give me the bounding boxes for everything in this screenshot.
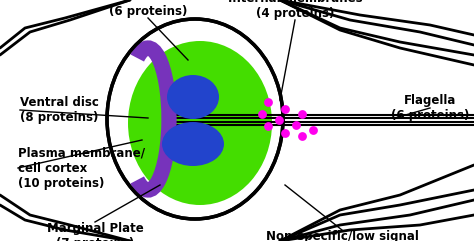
Text: Non-specific/low signal
(4 proteins): Non-specific/low signal (4 proteins)	[265, 230, 419, 241]
Text: Plasma membrane/
cell cortex
(10 proteins): Plasma membrane/ cell cortex (10 protein…	[18, 147, 145, 189]
Ellipse shape	[107, 19, 283, 219]
Point	[309, 128, 317, 132]
Text: Internal membranes
(4 proteins): Internal membranes (4 proteins)	[228, 0, 362, 20]
Ellipse shape	[128, 41, 272, 205]
Text: Nuclei
(6 proteins): Nuclei (6 proteins)	[109, 0, 187, 18]
Ellipse shape	[162, 122, 224, 166]
Ellipse shape	[167, 75, 219, 119]
Point	[298, 112, 306, 116]
Point	[292, 123, 300, 127]
Point	[258, 112, 266, 116]
Point	[264, 100, 272, 104]
Point	[264, 124, 272, 128]
Point	[298, 134, 306, 138]
Text: Ventral disc
(8 proteins): Ventral disc (8 proteins)	[20, 96, 99, 124]
Text: Flagella
(6 proteins): Flagella (6 proteins)	[391, 94, 469, 122]
Point	[281, 107, 289, 111]
Point	[275, 118, 283, 122]
Point	[281, 131, 289, 135]
Text: Marginal Plate
(7 proteins): Marginal Plate (7 proteins)	[46, 222, 143, 241]
